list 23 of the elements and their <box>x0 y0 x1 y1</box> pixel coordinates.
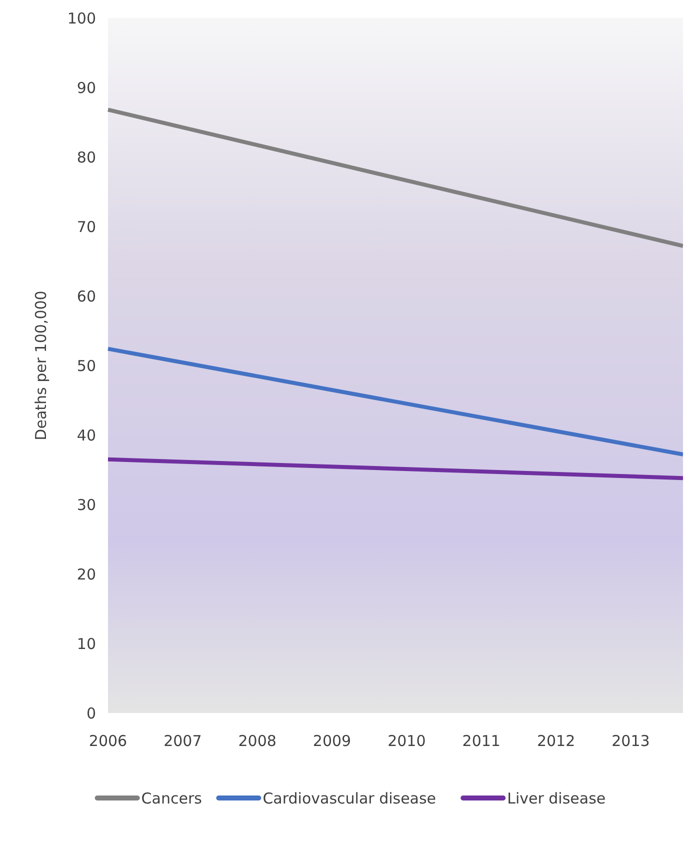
x-tick-label: 2011 <box>462 732 500 750</box>
y-tick-label: 0 <box>86 704 96 722</box>
legend-label: Liver disease <box>507 789 606 808</box>
y-tick-label: 50 <box>76 356 96 375</box>
y-tick-label: 30 <box>76 496 96 514</box>
legend-label: Cancers <box>141 789 202 808</box>
y-tick-label: 60 <box>76 287 96 306</box>
x-tick-label: 2010 <box>388 732 426 750</box>
y-tick-label: 100 <box>67 9 96 28</box>
x-tick-label: 2007 <box>164 732 202 750</box>
x-tick-label: 2008 <box>238 732 276 750</box>
y-tick-label: 40 <box>76 426 96 444</box>
y-tick-label: 20 <box>76 565 96 584</box>
y-tick-label: 90 <box>76 78 96 97</box>
y-tick-label: 70 <box>76 218 96 236</box>
y-tick-label: 80 <box>76 148 96 166</box>
legend-label: Cardiovascular disease <box>262 789 436 808</box>
x-tick-label: 2013 <box>612 732 650 750</box>
y-tick-label: 10 <box>76 634 96 653</box>
x-tick-label: 2012 <box>536 732 576 750</box>
y-axis-title: Deaths per 100,000 <box>32 290 50 440</box>
x-tick-label: 2006 <box>88 732 128 750</box>
x-tick-label: 2009 <box>312 732 352 750</box>
